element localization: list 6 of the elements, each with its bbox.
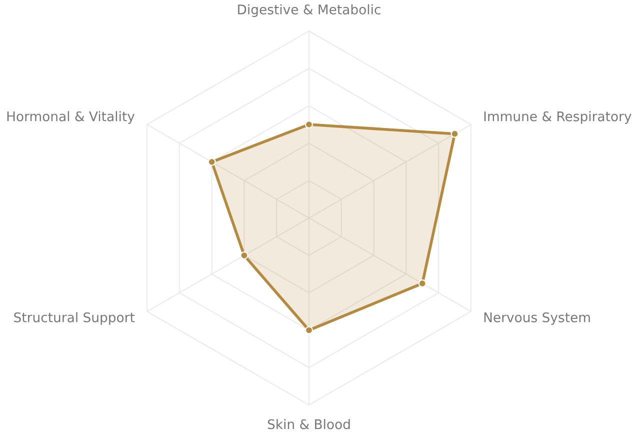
spoke-label: Hormonal & Vitality	[7, 111, 135, 124]
spoke-label: Skin & Blood	[268, 419, 350, 430]
spoke-label: Digestive & Metabolic	[238, 4, 380, 17]
spoke-label: Structural Support	[14, 312, 135, 325]
spoke-label: Nervous System	[484, 312, 590, 325]
spoke-label: Immune & Respiratory	[484, 111, 632, 124]
